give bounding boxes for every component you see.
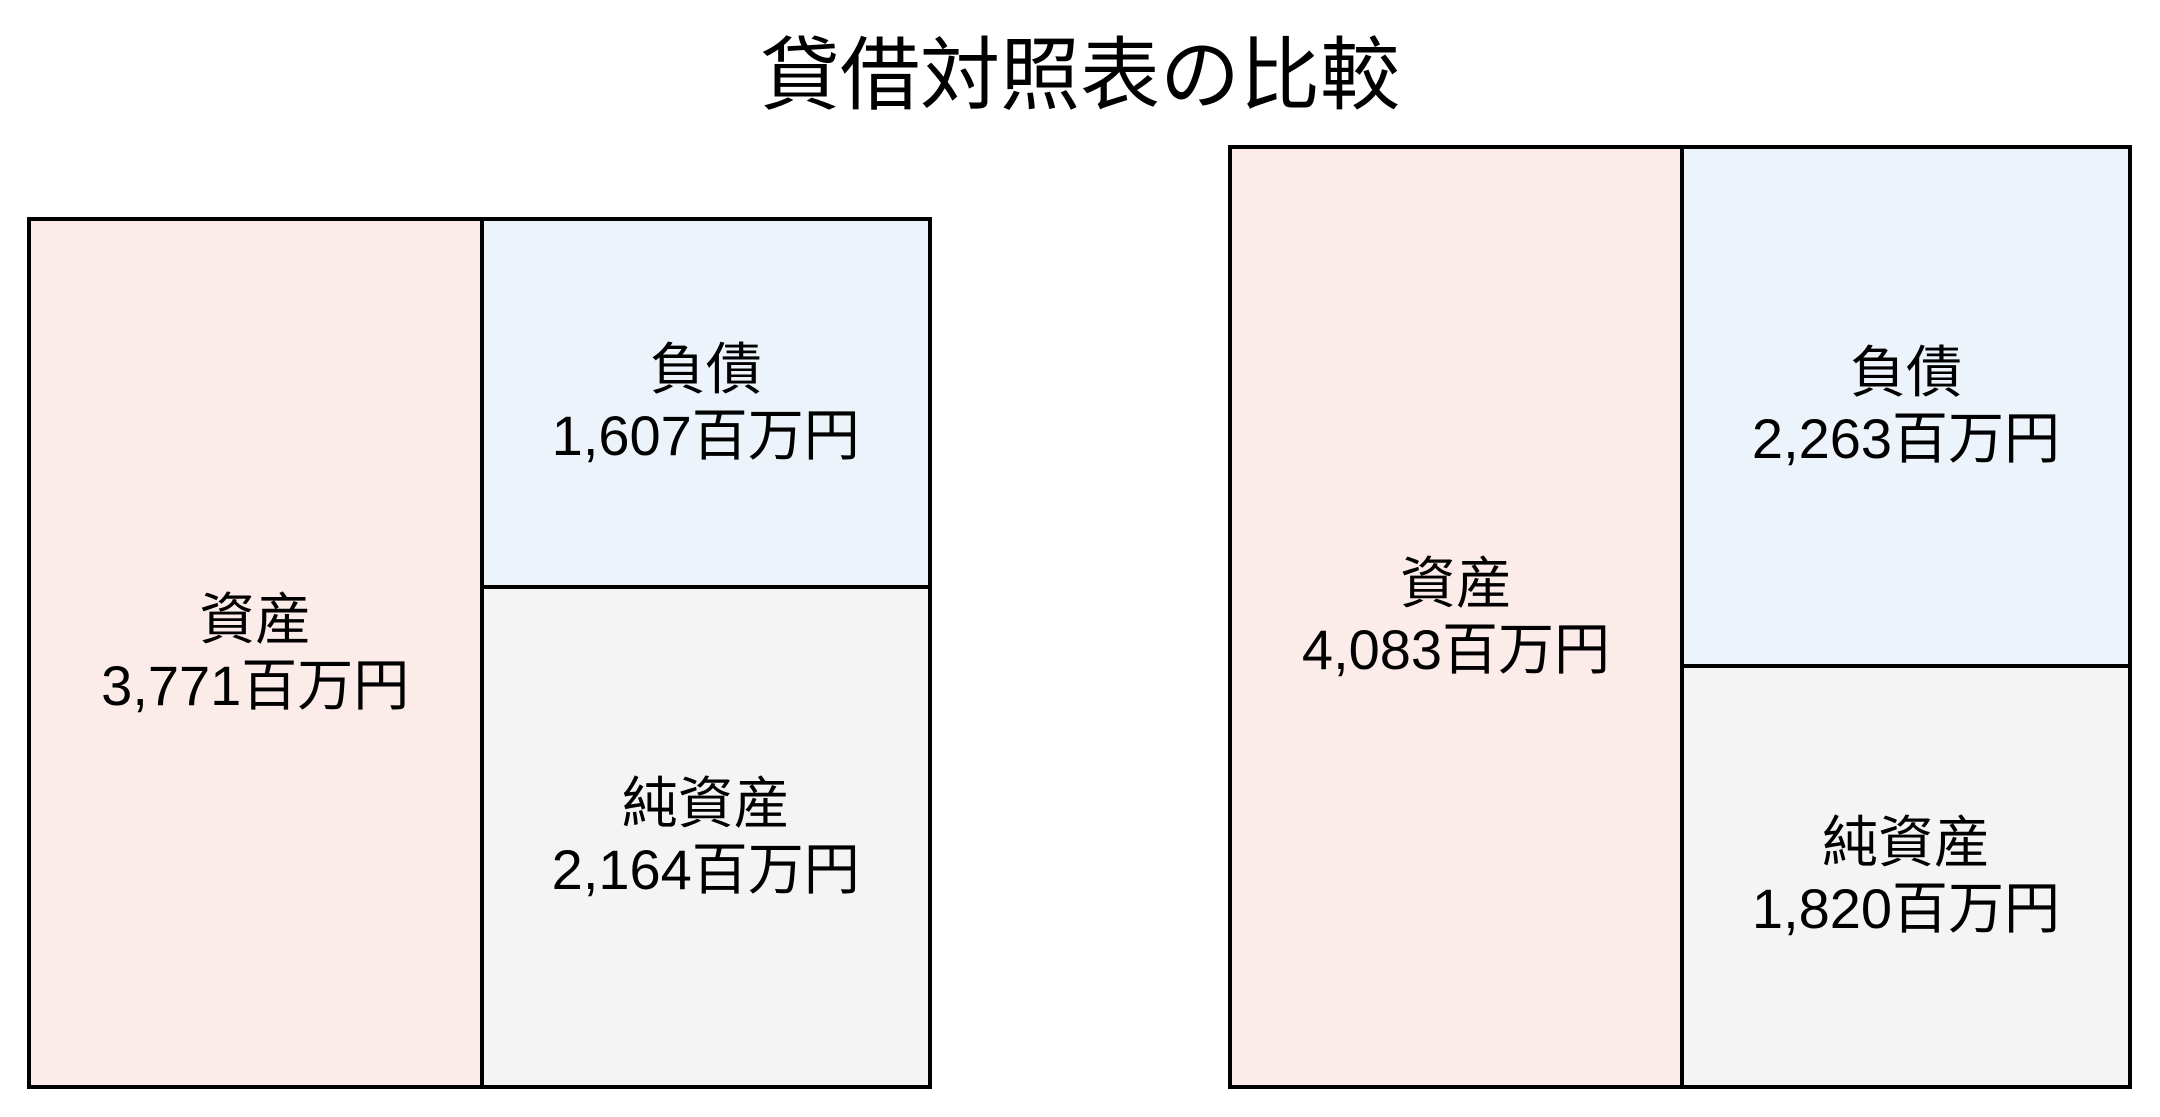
- assets-region: 資産 4,083百万円: [1232, 149, 1680, 1085]
- assets-label: 資産: [199, 587, 312, 651]
- liabilities-text-block: 負債 2,263百万円: [1752, 340, 2060, 472]
- liabilities-amount: 1,607百万円: [551, 404, 860, 468]
- net-assets-label: 純資産: [621, 772, 790, 836]
- assets-region: 資産 3,771百万円: [31, 221, 480, 1085]
- liabilities-text-block: 負債 1,607百万円: [552, 337, 860, 469]
- assets-text-block: 資産 4,083百万円: [1302, 551, 1610, 683]
- net-assets-text-block: 純資産 1,820百万円: [1752, 810, 2060, 942]
- assets-amount: 4,083百万円: [1301, 618, 1611, 681]
- net-assets-region: 純資産 2,164百万円: [483, 589, 928, 1085]
- balance-sheet-box-left: 資産 3,771百万円 負債 1,607百万円 純資産 2,164百万円: [27, 217, 932, 1089]
- liabilities-region: 負債 1,607百万円: [483, 221, 928, 590]
- credit-column: 負債 2,263百万円 純資産 1,820百万円: [1680, 149, 2128, 1085]
- net-assets-text-block: 純資産 2,164百万円: [552, 771, 860, 903]
- chart-title: 貸借対照表の比較: [760, 31, 1400, 120]
- assets-label: 資産: [1399, 551, 1512, 615]
- liabilities-region: 負債 2,263百万円: [1684, 149, 2128, 668]
- net-assets-amount: 1,820百万円: [1751, 877, 2061, 941]
- liabilities-label: 負債: [649, 338, 762, 402]
- net-assets-region: 純資産 1,820百万円: [1684, 667, 2128, 1085]
- net-assets-amount: 2,164百万円: [551, 838, 860, 902]
- liabilities-label: 負債: [1849, 341, 1962, 405]
- assets-text-block: 資産 3,771百万円: [101, 587, 409, 719]
- liabilities-amount: 2,263百万円: [1751, 407, 2061, 471]
- assets-amount: 3,771百万円: [101, 654, 410, 717]
- balance-sheet-box-right: 資産 4,083百万円 負債 2,263百万円 純資産 1,820百万円: [1228, 145, 2132, 1089]
- net-assets-label: 純資産: [1821, 811, 1990, 875]
- credit-column: 負債 1,607百万円 純資産 2,164百万円: [479, 221, 928, 1085]
